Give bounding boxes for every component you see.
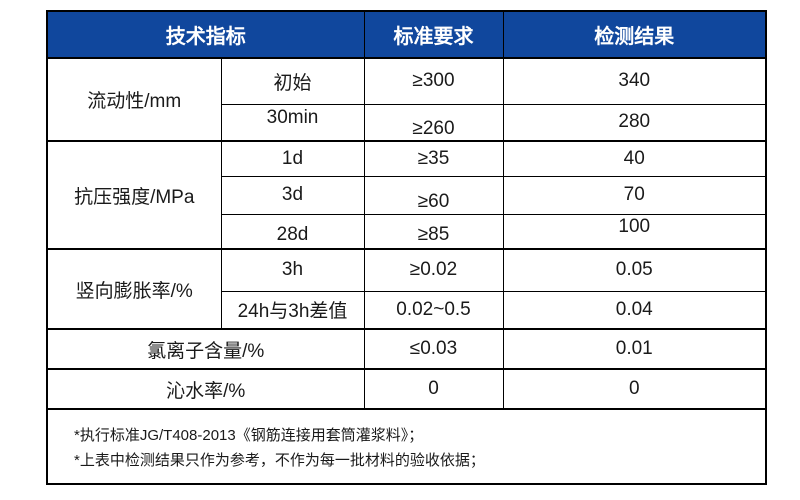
row-compressive-1d: 抗压强度/MPa 1d ≥35 40 <box>46 140 767 250</box>
cell-compressive-1d-req: ≥35 <box>363 140 504 177</box>
cell-expansion-3h-req: ≥0.02 <box>363 248 504 292</box>
cell-value: ≥260 <box>412 118 455 140</box>
header-tech-index: 技术指标 <box>46 10 365 59</box>
header-standard-requirement: 标准要求 <box>363 10 504 59</box>
cell-fluidity-30min-sub: 30min <box>220 103 365 142</box>
row-chloride: 氯离子含量/% ≤0.03 0.01 <box>46 328 767 370</box>
cell-fluidity-label: 流动性/mm <box>46 57 222 142</box>
row-notes: *执行标准JG/T408-2013《钢筋连接用套筒灌浆料》； *上表中检测结果只… <box>46 408 767 485</box>
cell-compressive-label: 抗压强度/MPa <box>46 140 222 250</box>
cell-expansion-label: 竖向膨胀率/% <box>46 248 222 330</box>
cell-expansion-24h-req: 0.02~0.5 <box>363 290 504 330</box>
cell-fluidity-30min-req: ≥260 <box>363 103 504 142</box>
header-test-result: 检测结果 <box>502 10 767 59</box>
cell-fluidity-initial-sub: 初始 <box>220 57 365 105</box>
cell-value: 28d <box>276 224 309 246</box>
cell-bleeding-label: 沁水率/% <box>46 368 365 410</box>
spec-table: 技术指标 标准要求 检测结果 流动性/mm 初始 ≥300 340 30min … <box>46 10 767 485</box>
row-expansion-24h: 24h与3h差值 0.02~0.5 0.04 <box>47 290 767 330</box>
cell-compressive-3d-sub: 3d <box>220 175 365 215</box>
cell-expansion-24h-result: 0.04 <box>502 290 767 330</box>
cell-value: 30min <box>266 107 319 129</box>
cell-compressive-28d-result: 100 <box>502 213 767 250</box>
cell-expansion-24h-sub: 24h与3h差值 <box>220 290 365 330</box>
row-fluidity-30min: 30min ≥260 280 <box>47 103 767 142</box>
cell-expansion-3h-result: 0.05 <box>502 248 767 292</box>
cell-chloride-req: ≤0.03 <box>363 328 504 370</box>
header-row: 技术指标 标准要求 检测结果 <box>46 10 767 59</box>
cell-fluidity-initial-req: ≥300 <box>363 57 504 105</box>
cell-value: ≥85 <box>417 224 450 246</box>
row-compressive-3d: 3d ≥60 70 <box>47 175 767 215</box>
row-fluidity-initial: 流动性/mm 初始 ≥300 340 <box>46 57 767 142</box>
cell-expansion-3h-sub: 3h <box>220 248 365 292</box>
row-bleeding: 沁水率/% 0 0 <box>46 368 767 410</box>
cell-chloride-label: 氯离子含量/% <box>46 328 365 370</box>
cell-chloride-result: 0.01 <box>502 328 767 370</box>
cell-compressive-28d-req: ≥85 <box>363 213 504 250</box>
spec-table-container: 技术指标 标准要求 检测结果 流动性/mm 初始 ≥300 340 30min … <box>46 10 767 485</box>
notes-cell: *执行标准JG/T408-2013《钢筋连接用套筒灌浆料》； *上表中检测结果只… <box>46 408 767 485</box>
row-compressive-28d: 28d ≥85 100 <box>47 213 767 250</box>
cell-compressive-28d-sub: 28d <box>220 213 365 250</box>
cell-compressive-1d-sub: 1d <box>220 140 365 177</box>
cell-bleeding-result: 0 <box>502 368 767 410</box>
cell-compressive-3d-result: 70 <box>502 175 767 215</box>
cell-fluidity-30min-result: 280 <box>502 103 767 142</box>
note-standard: *执行标准JG/T408-2013《钢筋连接用套筒灌浆料》； <box>74 427 424 444</box>
note-disclaimer: *上表中检测结果只作为参考，不作为每一批材料的验收依据； <box>74 452 485 469</box>
cell-value: ≥60 <box>417 191 450 212</box>
cell-compressive-1d-result: 40 <box>502 140 767 177</box>
row-expansion-3h: 竖向膨胀率/% 3h ≥0.02 0.05 <box>46 248 767 330</box>
cell-bleeding-req: 0 <box>363 368 504 410</box>
cell-value: 100 <box>618 216 651 238</box>
cell-fluidity-initial-result: 340 <box>502 57 767 105</box>
cell-compressive-3d-req: ≥60 <box>363 175 504 215</box>
